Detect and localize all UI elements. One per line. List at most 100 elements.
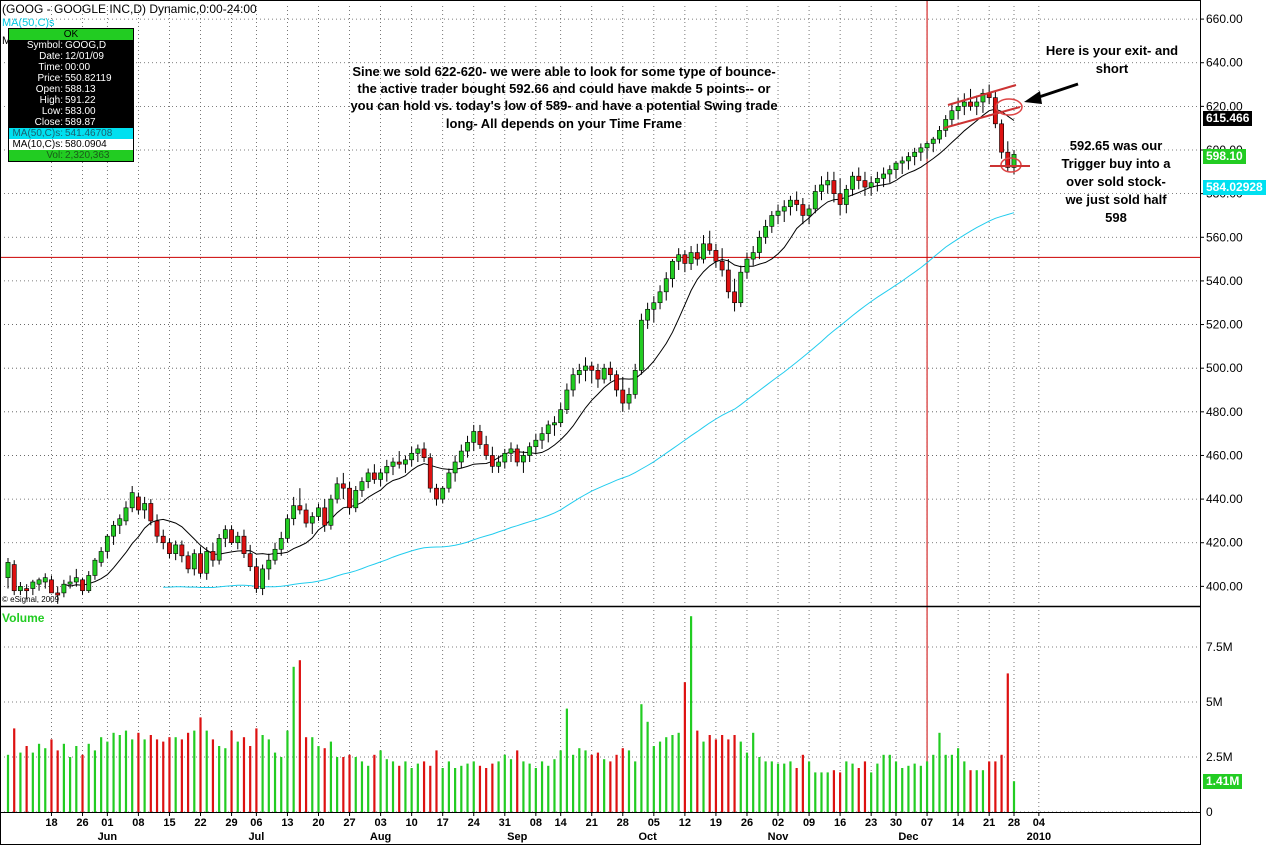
candle xyxy=(831,171,837,203)
volume-bar xyxy=(1012,781,1016,812)
volume-bar xyxy=(336,757,339,812)
candle xyxy=(924,141,930,159)
x-day-label: 14 xyxy=(952,817,965,829)
candle-body xyxy=(788,199,793,208)
candle-body xyxy=(756,236,762,253)
candle xyxy=(415,444,421,462)
volume-bar xyxy=(745,752,749,812)
x-day-label: 23 xyxy=(865,817,877,829)
candle-body xyxy=(427,457,433,489)
ma50-legend-label: MA(50,C)s xyxy=(2,17,55,29)
data-window[interactable]: OK Symbol: GOOG,D Date: 12/01/09 Time: 00:00 P… xyxy=(8,28,134,162)
arrow-head-icon xyxy=(1024,91,1042,104)
candle xyxy=(489,446,495,473)
candle xyxy=(564,383,570,414)
candle-body xyxy=(725,269,731,293)
candle-body xyxy=(322,507,328,526)
candle xyxy=(825,171,831,194)
candle xyxy=(24,584,30,600)
volume-bar xyxy=(658,741,662,812)
candle xyxy=(806,204,812,225)
candle-body xyxy=(483,444,489,456)
volume-bar xyxy=(398,765,401,812)
candle-body xyxy=(36,579,42,585)
candle xyxy=(614,370,619,397)
volume-bar xyxy=(696,730,699,812)
volume-bar xyxy=(242,737,246,812)
candle-body xyxy=(589,365,595,371)
volume-bar xyxy=(509,759,513,812)
volume-bar xyxy=(410,768,413,812)
x-day-label: 31 xyxy=(499,817,511,829)
ma10-price-tag: 615.466 xyxy=(1203,111,1253,126)
candle-body xyxy=(489,455,495,467)
volume-bar xyxy=(596,752,600,812)
volume-bar xyxy=(503,754,506,812)
volume-bar xyxy=(708,735,711,812)
candle-body xyxy=(396,461,402,465)
candle xyxy=(750,246,756,266)
candle xyxy=(427,453,433,493)
volume-bar xyxy=(186,732,190,812)
candle xyxy=(67,575,73,589)
data-window-row: Low: 583.00 xyxy=(41,106,96,117)
candle-body xyxy=(1011,154,1017,168)
volume-tick-label: 0 xyxy=(1206,805,1213,819)
candle xyxy=(384,459,390,482)
volume-bar xyxy=(646,721,649,812)
candle xyxy=(1005,141,1011,172)
candle xyxy=(974,95,980,116)
candle xyxy=(589,361,595,384)
candle-body xyxy=(651,302,657,310)
candle xyxy=(713,243,719,268)
x-month-label: Aug xyxy=(370,831,391,843)
volume-bar xyxy=(981,770,985,812)
candle-body xyxy=(614,374,619,391)
volume-bar xyxy=(100,737,103,812)
candle-body xyxy=(564,389,570,410)
volume-bar xyxy=(193,730,196,812)
y-tick-label: 460.00 xyxy=(1206,448,1243,462)
candle-body xyxy=(446,472,452,489)
candle-body xyxy=(912,151,918,157)
volume-bar xyxy=(50,739,53,812)
copyright-label: © eSignal, 2009 xyxy=(2,595,60,604)
upper-channel-line xyxy=(947,84,1017,106)
candle-body xyxy=(55,592,61,596)
volume-bar xyxy=(826,772,829,812)
candle xyxy=(626,387,632,410)
volume-bar xyxy=(75,746,78,812)
volume-bar xyxy=(851,763,854,812)
candle xyxy=(887,165,893,183)
candle-body xyxy=(502,452,508,463)
volume-bar xyxy=(304,737,308,812)
volume-bar xyxy=(559,750,562,812)
volume-bar xyxy=(516,750,519,812)
candle xyxy=(204,547,210,580)
x-day-label: 19 xyxy=(710,817,722,829)
y-tick-label: 540.00 xyxy=(1206,274,1243,288)
volume-bar xyxy=(143,739,146,812)
volume-bar xyxy=(807,761,811,812)
candle-body xyxy=(477,431,483,445)
ma10-path xyxy=(63,108,1015,587)
volume-bar xyxy=(472,761,475,812)
candle-body xyxy=(86,575,92,592)
volume-series xyxy=(6,616,1016,812)
volume-bar xyxy=(969,770,972,812)
volume-bar xyxy=(901,768,904,812)
candle xyxy=(682,250,688,273)
candle xyxy=(620,376,626,412)
svg-text:you can hold vs. today's low o: you can hold vs. today's low of 589- and… xyxy=(350,98,777,113)
candle-body xyxy=(235,535,241,544)
candle-body xyxy=(191,553,197,570)
annotation-main: Sine we sold 622-620- we were able to lo… xyxy=(350,64,777,131)
volume-bar xyxy=(478,765,482,812)
candle xyxy=(272,542,278,565)
volume-bar xyxy=(776,763,780,812)
candle-body xyxy=(999,123,1004,153)
candle-body xyxy=(812,191,818,210)
candle-body xyxy=(222,529,228,539)
data-window-ok[interactable]: OK xyxy=(9,29,133,40)
